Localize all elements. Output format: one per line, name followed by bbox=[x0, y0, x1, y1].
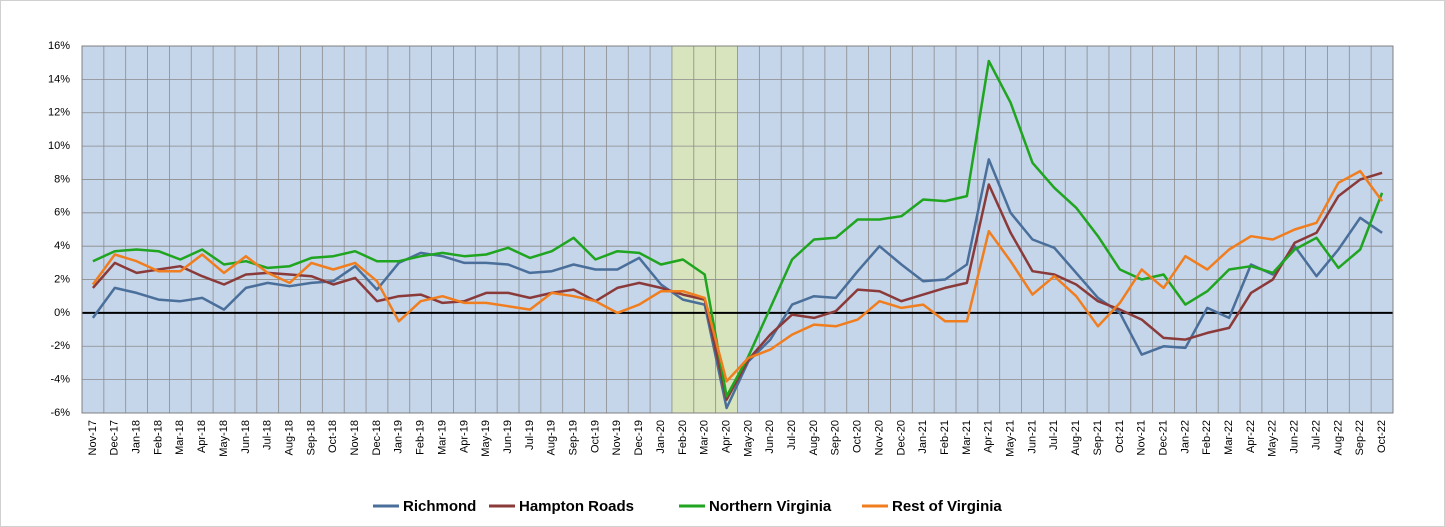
legend-label: Hampton Roads bbox=[519, 498, 634, 515]
x-tick-label: Jun-20 bbox=[764, 420, 776, 454]
x-tick-label: Nov-21 bbox=[1136, 420, 1148, 455]
shaded-period bbox=[671, 46, 738, 413]
x-tick-label: Apr-19 bbox=[458, 420, 470, 453]
x-tick-label: Jul-22 bbox=[1310, 420, 1322, 450]
x-tick-label: Jan-18 bbox=[131, 420, 143, 454]
x-tick-label: Aug-21 bbox=[1070, 420, 1082, 455]
x-tick-label: Jun-19 bbox=[502, 420, 514, 454]
x-tick-label: Mar-18 bbox=[174, 420, 186, 455]
x-tick-label: Feb-19 bbox=[415, 420, 427, 455]
y-tick-label: 12% bbox=[48, 107, 70, 119]
x-tick-label: Mar-22 bbox=[1223, 420, 1235, 455]
x-tick-label: Jun-18 bbox=[240, 420, 252, 454]
x-tick-label: Aug-18 bbox=[283, 420, 295, 455]
x-tick-label: Oct-18 bbox=[327, 420, 339, 453]
x-tick-label: May-22 bbox=[1267, 420, 1279, 457]
x-tick-label: Mar-20 bbox=[699, 420, 711, 455]
x-tick-label: May-21 bbox=[1005, 420, 1017, 457]
x-tick-label: May-18 bbox=[218, 420, 230, 457]
x-tick-label: Sep-18 bbox=[305, 420, 317, 455]
legend-label: Rest of Virginia bbox=[892, 498, 1002, 515]
x-tick-label: Jan-19 bbox=[393, 420, 405, 454]
x-tick-label: Jan-20 bbox=[655, 420, 667, 454]
x-tick-label: Sep-20 bbox=[830, 420, 842, 455]
x-tick-label: Oct-20 bbox=[852, 420, 864, 453]
x-tick-label: Aug-20 bbox=[808, 420, 820, 455]
x-tick-label: Aug-22 bbox=[1332, 420, 1344, 455]
series-line bbox=[91, 158, 1383, 410]
x-tick-label: Jul-21 bbox=[1048, 420, 1060, 450]
x-tick-label: Sep-19 bbox=[568, 420, 580, 455]
x-tick-label: May-19 bbox=[480, 420, 492, 457]
plot-border bbox=[81, 45, 1394, 414]
x-tick-label: Nov-18 bbox=[349, 420, 361, 455]
series-line bbox=[91, 169, 1384, 383]
x-tick-label: Feb-18 bbox=[152, 420, 164, 455]
x-tick-label: Jul-19 bbox=[524, 420, 536, 450]
y-tick-label: 16% bbox=[48, 40, 70, 52]
x-tick-label: Dec-19 bbox=[633, 420, 645, 455]
x-tick-label: Jul-18 bbox=[262, 420, 274, 450]
series-line bbox=[91, 171, 1383, 401]
x-tick-label: Jun-21 bbox=[1026, 420, 1038, 454]
x-tick-label: Jul-20 bbox=[786, 420, 798, 450]
y-tick-label: 10% bbox=[48, 140, 70, 152]
y-tick-label: 0% bbox=[54, 307, 70, 319]
legend-label: Richmond bbox=[403, 498, 476, 515]
y-tick-label: 2% bbox=[54, 273, 70, 285]
x-tick-label: Jun-22 bbox=[1289, 420, 1301, 454]
x-tick-label: Feb-22 bbox=[1201, 420, 1213, 455]
x-tick-label: May-20 bbox=[742, 420, 754, 457]
x-tick-label: Oct-21 bbox=[1114, 420, 1126, 453]
x-tick-label: Nov-19 bbox=[611, 420, 623, 455]
x-tick-label: Dec-18 bbox=[371, 420, 383, 455]
x-tick-label: Mar-21 bbox=[961, 420, 973, 455]
x-tick-label: Oct-22 bbox=[1376, 420, 1388, 453]
x-tick-label: Feb-20 bbox=[677, 420, 689, 455]
y-tick-label: 14% bbox=[48, 73, 70, 85]
y-tick-label: 4% bbox=[54, 240, 70, 252]
x-tick-label: Sep-21 bbox=[1092, 420, 1104, 455]
x-tick-label: Aug-19 bbox=[546, 420, 558, 455]
series-line bbox=[92, 59, 1384, 398]
x-tick-label: Apr-22 bbox=[1245, 420, 1257, 453]
x-tick-label: Mar-19 bbox=[436, 420, 448, 455]
x-tick-label: Jan-22 bbox=[1179, 420, 1191, 454]
y-tick-label: 6% bbox=[54, 207, 70, 219]
x-tick-label: Sep-22 bbox=[1354, 420, 1366, 455]
x-tick-label: Dec-21 bbox=[1157, 420, 1169, 455]
x-tick-label: Feb-21 bbox=[939, 420, 951, 455]
x-tick-label: Dec-20 bbox=[895, 420, 907, 455]
y-tick-label: -2% bbox=[50, 340, 70, 352]
x-tick-label: Jan-21 bbox=[917, 420, 929, 454]
x-tick-label: Nov-20 bbox=[873, 420, 885, 455]
legend-label: Northern Virginia bbox=[709, 498, 832, 515]
y-tick-label: -6% bbox=[50, 407, 70, 419]
x-tick-label: Apr-18 bbox=[196, 420, 208, 453]
y-tick-label: -4% bbox=[50, 374, 70, 386]
x-tick-label: Oct-19 bbox=[589, 420, 601, 453]
x-tick-label: Apr-20 bbox=[720, 420, 732, 453]
x-tick-label: Apr-21 bbox=[983, 420, 995, 453]
x-tick-label: Dec-17 bbox=[109, 420, 121, 455]
y-tick-label: 8% bbox=[54, 173, 70, 185]
x-tick-label: Nov-17 bbox=[87, 420, 99, 455]
